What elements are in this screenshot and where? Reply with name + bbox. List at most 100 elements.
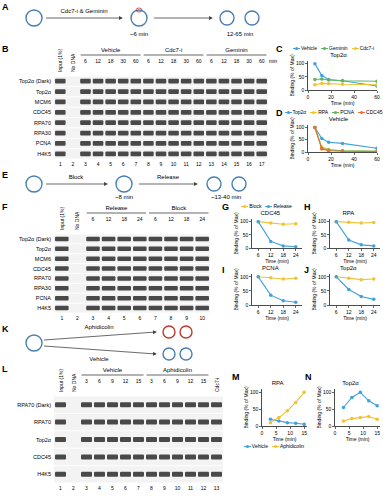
svg-text:Binding (% of Max): Binding (% of Max) <box>311 268 317 311</box>
svg-text:RPA70: RPA70 <box>34 120 51 126</box>
svg-text:12: 12 <box>221 58 227 64</box>
svg-text:15: 15 <box>374 430 380 436</box>
svg-text:Top2α: Top2α <box>36 437 52 443</box>
svg-text:Release: Release <box>105 205 128 211</box>
svg-text:13: 13 <box>214 485 220 491</box>
svg-text:18: 18 <box>358 309 364 315</box>
svg-text:0: 0 <box>324 302 327 308</box>
svg-text:6: 6 <box>163 378 166 384</box>
svg-text:0: 0 <box>256 423 259 429</box>
svg-text:10: 10 <box>171 161 177 167</box>
svg-text:3: 3 <box>85 485 88 491</box>
svg-text:5: 5 <box>111 485 114 491</box>
svg-text:Top2α (Dark): Top2α (Dark) <box>19 78 51 84</box>
svg-text:Time (min): Time (min) <box>265 315 289 321</box>
svg-text:15: 15 <box>234 161 240 167</box>
svg-text:50: 50 <box>253 406 259 412</box>
svg-text:Time (min): Time (min) <box>331 100 355 106</box>
svg-text:6: 6 <box>122 161 125 167</box>
svg-text:5: 5 <box>109 161 112 167</box>
svg-text:6: 6 <box>124 485 127 491</box>
svg-text:24: 24 <box>371 309 377 315</box>
svg-text:Time (min): Time (min) <box>346 436 370 442</box>
svg-text:MCM6: MCM6 <box>35 99 51 105</box>
svg-text:8: 8 <box>150 485 153 491</box>
svg-text:12-65 min: 12-65 min <box>227 31 254 37</box>
svg-text:60: 60 <box>196 58 202 64</box>
svg-text:50: 50 <box>321 288 327 294</box>
svg-text:12: 12 <box>95 58 101 64</box>
svg-text:Input (1%): Input (1%) <box>57 49 63 72</box>
svg-text:1: 1 <box>59 485 62 491</box>
svg-text:Top2α: Top2α <box>330 52 347 58</box>
svg-text:Vehicle: Vehicle <box>101 47 121 53</box>
svg-text:0: 0 <box>307 156 310 162</box>
svg-text:12: 12 <box>346 309 352 315</box>
svg-text:~13-40 min: ~13-40 min <box>211 194 241 200</box>
svg-text:Binding (% of Max): Binding (% of Max) <box>316 386 322 429</box>
svg-text:12: 12 <box>201 485 207 491</box>
svg-text:0: 0 <box>246 302 249 308</box>
svg-text:Binding (% of Max): Binding (% of Max) <box>289 54 295 97</box>
svg-text:Input (1%): Input (1%) <box>59 207 65 230</box>
svg-text:40: 40 <box>351 156 357 162</box>
svg-text:18: 18 <box>280 309 286 315</box>
svg-text:No DNA: No DNA <box>74 211 80 230</box>
svg-text:Time (min): Time (min) <box>265 258 289 264</box>
svg-text:Time (min): Time (min) <box>273 436 297 442</box>
svg-text:H4K5: H4K5 <box>37 305 51 311</box>
svg-text:Aphidicolin: Aphidicolin <box>84 324 113 330</box>
svg-text:1: 1 <box>59 161 62 167</box>
svg-text:Vehicle: Vehicle <box>329 116 349 122</box>
svg-text:Block: Block <box>171 205 187 211</box>
svg-text:8: 8 <box>170 315 173 321</box>
svg-text:6: 6 <box>147 58 150 64</box>
svg-text:CDC45: CDC45 <box>261 210 281 216</box>
svg-text:6: 6 <box>84 58 87 64</box>
svg-text:24: 24 <box>293 309 299 315</box>
svg-text:Binding (% of Max): Binding (% of Max) <box>233 212 239 255</box>
svg-text:PCNA: PCNA <box>36 140 52 146</box>
svg-text:6: 6 <box>154 216 157 222</box>
svg-text:10: 10 <box>360 430 366 436</box>
svg-text:50: 50 <box>243 232 249 238</box>
svg-text:Binding (% of Max): Binding (% of Max) <box>289 117 295 160</box>
svg-text:60: 60 <box>374 156 380 162</box>
svg-text:Time (min): Time (min) <box>343 258 367 264</box>
svg-text:RPA30: RPA30 <box>34 285 51 291</box>
svg-text:2: 2 <box>76 315 79 321</box>
svg-text:30: 30 <box>120 58 126 64</box>
svg-text:12: 12 <box>123 378 129 384</box>
svg-text:6: 6 <box>257 309 260 315</box>
svg-text:RPA: RPA <box>272 380 284 386</box>
svg-text:6: 6 <box>138 315 141 321</box>
svg-text:Time (min): Time (min) <box>343 315 367 321</box>
svg-text:6: 6 <box>335 252 338 258</box>
svg-text:RPA70: RPA70 <box>34 275 51 281</box>
svg-text:100: 100 <box>323 389 332 395</box>
svg-text:1: 1 <box>60 315 63 321</box>
svg-text:60: 60 <box>133 58 139 64</box>
svg-text:2: 2 <box>72 485 75 491</box>
svg-text:H4K5: H4K5 <box>37 151 51 157</box>
svg-text:MCM6: MCM6 <box>35 256 51 262</box>
svg-text:18: 18 <box>108 58 114 64</box>
svg-text:Release: Release <box>157 174 180 180</box>
svg-text:Top2α: Top2α <box>340 265 357 271</box>
svg-text:18: 18 <box>234 58 240 64</box>
svg-text:12: 12 <box>188 378 194 384</box>
svg-text:18: 18 <box>171 58 177 64</box>
svg-text:Cdc7-i: Cdc7-i <box>214 378 220 392</box>
svg-text:20: 20 <box>328 156 334 162</box>
svg-text:7: 7 <box>137 485 140 491</box>
svg-text:RPA70: RPA70 <box>34 419 51 425</box>
svg-text:7: 7 <box>154 315 157 321</box>
svg-text:No DNA: No DNA <box>71 373 77 392</box>
svg-text:Top2α: Top2α <box>36 89 52 95</box>
svg-text:12: 12 <box>268 252 274 258</box>
svg-text:30: 30 <box>183 58 189 64</box>
svg-text:24: 24 <box>137 216 143 222</box>
svg-text:Geminin: Geminin <box>225 47 247 53</box>
svg-text:12: 12 <box>106 216 112 222</box>
svg-text:0: 0 <box>324 245 327 251</box>
